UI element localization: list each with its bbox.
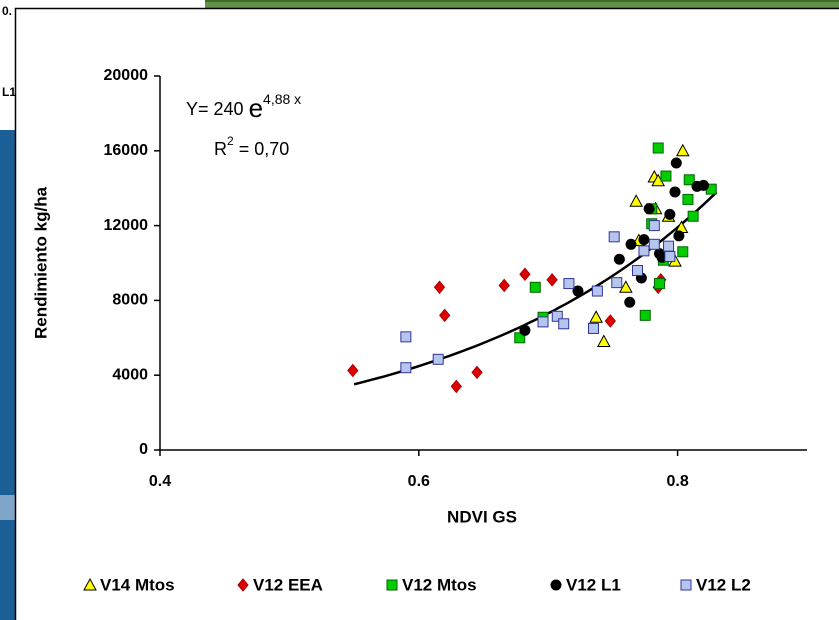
point: [563, 278, 575, 290]
r-power: 2: [227, 134, 234, 148]
x-axis-label: NDVI GS: [447, 507, 517, 526]
point: [664, 208, 676, 220]
legend-item: V12 L1: [550, 575, 621, 594]
point: [624, 296, 636, 308]
point: [648, 220, 660, 232]
point: [604, 314, 616, 328]
point: [675, 143, 690, 157]
point: [608, 231, 620, 243]
point: [618, 280, 633, 293]
legend-item: V12 L2: [680, 575, 751, 594]
legend-label: V12 L1: [566, 575, 621, 594]
point: [529, 281, 541, 293]
point: [639, 309, 651, 321]
y-axis-label: Rendimiento kg/ha: [31, 186, 50, 339]
equation-exponent: 4,88 x: [263, 91, 301, 107]
point: [631, 264, 643, 276]
point: [589, 310, 603, 323]
legend-marker: [83, 577, 97, 591]
equation-base: e: [249, 93, 263, 123]
point: [572, 285, 584, 297]
legend-item: V12 EEA: [237, 575, 323, 594]
background-text: 0.: [2, 4, 12, 18]
y-tick-label: 20000: [104, 67, 149, 84]
y-tick-label: 12000: [104, 217, 149, 234]
point: [697, 179, 709, 191]
point: [669, 186, 681, 198]
legend-label: V12 Mtos: [402, 575, 477, 594]
x-tick-label: 0.6: [408, 473, 430, 490]
point: [450, 379, 462, 394]
point: [433, 280, 446, 295]
y-tick-label: 16000: [104, 142, 149, 159]
point: [471, 365, 483, 380]
point: [514, 332, 526, 344]
point: [687, 210, 699, 222]
point: [537, 316, 549, 328]
point: [653, 278, 665, 290]
point: [551, 310, 563, 322]
x-tick-label: 0.4: [149, 473, 171, 490]
point: [432, 353, 444, 365]
point: [652, 142, 664, 154]
point: [660, 170, 672, 182]
point: [673, 230, 685, 242]
y-tick-label: 8000: [112, 292, 148, 309]
point: [596, 334, 611, 348]
point: [638, 245, 650, 257]
point: [663, 240, 675, 252]
legend-item: V14 Mtos: [83, 575, 175, 594]
point: [625, 238, 637, 250]
legend-marker: [237, 578, 249, 592]
point: [611, 277, 623, 289]
point: [400, 362, 412, 374]
point: [558, 318, 570, 330]
point: [664, 250, 676, 262]
point: [670, 157, 682, 169]
legend-marker: [386, 579, 398, 591]
point: [643, 203, 655, 215]
photo-strip-light: [205, 2, 839, 10]
point: [682, 193, 694, 205]
background-text: L1: [2, 85, 16, 99]
legend-label: V12 L2: [696, 575, 751, 594]
legend-marker: [550, 579, 562, 591]
equation-lhs: Y= 240: [186, 99, 249, 119]
r-symbol: R: [214, 139, 227, 159]
point: [546, 273, 558, 287]
legend-marker: [680, 579, 692, 591]
point: [648, 238, 660, 250]
r-rest: = 0,70: [234, 139, 290, 159]
y-tick-label: 0: [139, 441, 148, 458]
point: [638, 234, 650, 246]
point: [439, 308, 451, 323]
point: [400, 331, 412, 343]
point: [591, 285, 603, 297]
point: [683, 174, 695, 186]
legend-item: V12 Mtos: [386, 575, 477, 594]
chart-frame: [14, 7, 839, 620]
equation: Y= 240 e4,88 x: [186, 91, 301, 123]
point: [519, 324, 531, 336]
y-tick-label: 4000: [112, 366, 148, 383]
point: [587, 322, 599, 334]
point: [347, 363, 359, 378]
point: [613, 253, 625, 265]
legend-label: V12 EEA: [253, 575, 323, 594]
r-squared: R2 = 0,70: [214, 134, 289, 159]
point: [629, 194, 644, 207]
point: [677, 246, 689, 258]
x-tick-label: 0.8: [666, 473, 688, 490]
point: [498, 278, 510, 293]
legend-label: V14 Mtos: [100, 575, 175, 594]
point: [519, 267, 531, 282]
